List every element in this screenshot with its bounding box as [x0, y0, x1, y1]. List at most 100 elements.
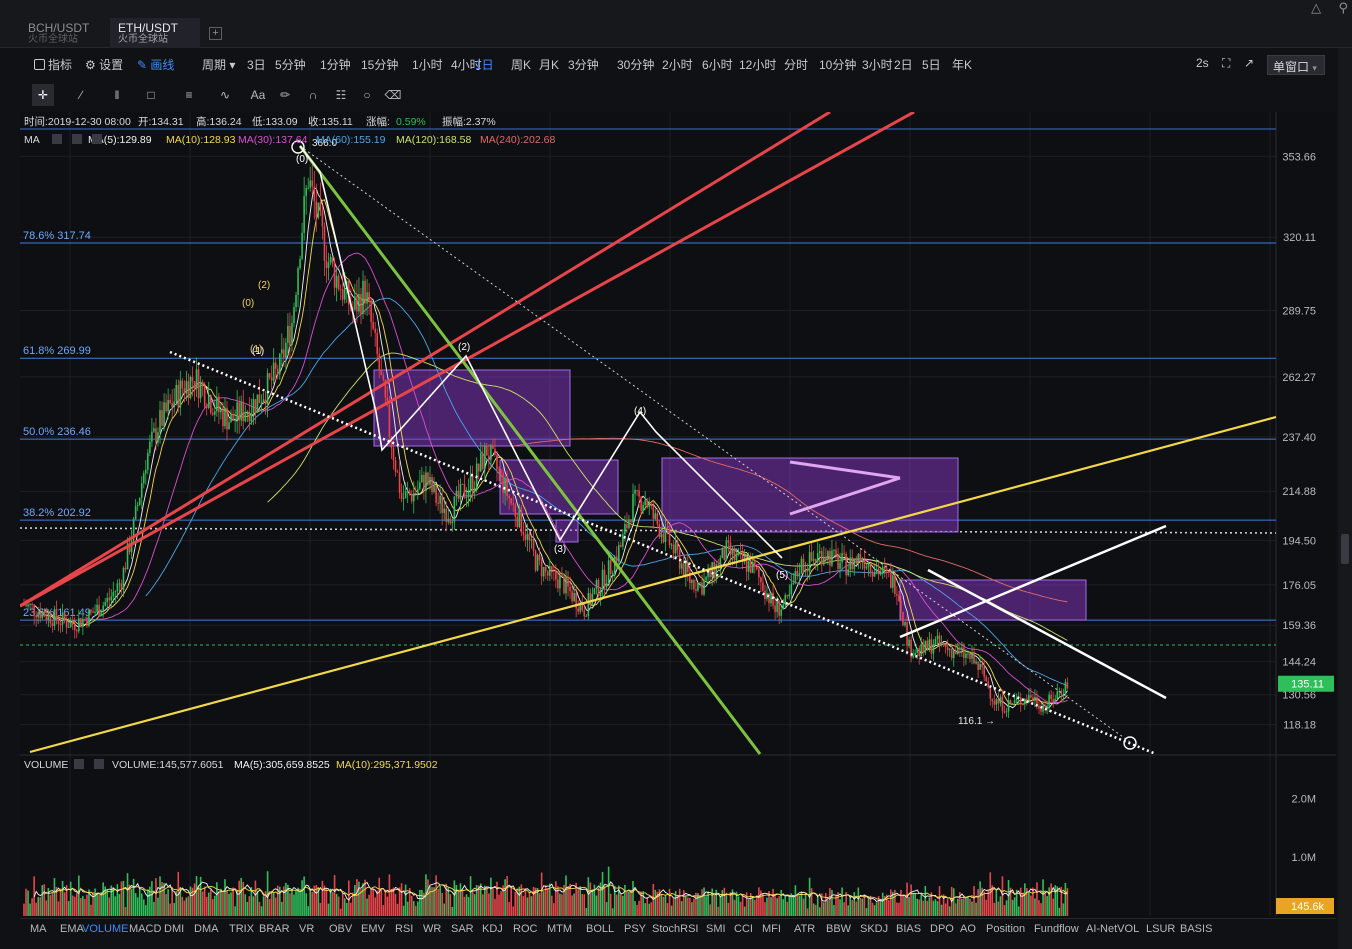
tab-eth-usdt[interactable]: ETH/USDT 火币全球站 — [110, 18, 200, 48]
candle-body — [551, 566, 553, 571]
indicator-button[interactable]: 指标 — [34, 56, 72, 73]
period-19[interactable]: 年K — [952, 58, 973, 72]
period-18[interactable]: 5日 — [922, 58, 941, 72]
period-12[interactable]: 6小时 — [702, 58, 733, 72]
candle-body — [622, 534, 624, 547]
indicator-ai-netvol[interactable]: AI-NetVOL — [1086, 923, 1140, 935]
candle-body — [366, 292, 368, 304]
period-0[interactable]: 3日 — [247, 58, 266, 72]
wave-icon[interactable]: ∿ — [219, 88, 231, 102]
indicator-lsur[interactable]: LSUR — [1146, 923, 1176, 935]
period-2[interactable]: 1分钟 — [320, 58, 351, 72]
parallel-channel-icon[interactable]: ‖ — [114, 88, 120, 102]
indicator-volume[interactable]: VOLUME — [82, 923, 129, 935]
tab-bch-usdt[interactable]: BCH/USDT 火币全球站 — [20, 18, 110, 48]
indicator-ma[interactable]: MA — [30, 923, 47, 935]
indicator-stochrsi[interactable]: StochRSI — [652, 923, 699, 935]
indicator-bias[interactable]: BIAS — [896, 923, 922, 935]
period-16[interactable]: 3小时 — [862, 58, 893, 72]
indicator-dma[interactable]: DMA — [194, 923, 219, 935]
candle-body — [118, 583, 121, 585]
period-6[interactable]: 1日 — [475, 58, 494, 72]
indicator-dpo[interactable]: DPO — [930, 923, 954, 935]
indicator-rsi[interactable]: RSI — [395, 923, 414, 935]
indicator-bbw[interactable]: BBW — [826, 923, 852, 935]
candle-body — [790, 583, 793, 595]
period-10[interactable]: 30分钟 — [617, 58, 655, 72]
trash-icon[interactable]: ⌫ — [384, 88, 402, 102]
indicator-mfi[interactable]: MFI — [762, 923, 781, 935]
volume-bar — [1050, 883, 1052, 916]
indicator-wr[interactable]: WR — [423, 923, 442, 935]
volume-bar — [475, 884, 478, 916]
volume-bar — [451, 906, 454, 916]
period-dropdown[interactable]: 周期 ▾ — [202, 56, 235, 73]
search-icon[interactable]: ⚲ — [1338, 0, 1348, 15]
volume-bar — [839, 899, 841, 916]
indicator-boll[interactable]: BOLL — [586, 923, 615, 935]
candle-body — [329, 256, 332, 263]
info-item: 开:134.31 — [138, 116, 184, 128]
settings-button[interactable]: ⚙ 设置 — [85, 56, 123, 73]
indicator-psy[interactable]: PSY — [624, 923, 647, 935]
indicator-kdj[interactable]: KDJ — [482, 923, 503, 935]
period-14[interactable]: 分时 — [784, 58, 809, 72]
indicator-atr[interactable]: ATR — [794, 923, 816, 935]
lock-icon[interactable]: ○ — [363, 88, 371, 102]
period-4[interactable]: 1小时 — [412, 58, 443, 72]
period-5[interactable]: 4小时 — [451, 58, 482, 72]
volume-bar — [313, 885, 316, 916]
indicator-trix[interactable]: TRIX — [229, 923, 255, 935]
indicator-cci[interactable]: CCI — [734, 923, 753, 935]
indicator-dmi[interactable]: DMI — [164, 923, 185, 935]
right-scrollbar[interactable] — [1338, 48, 1352, 949]
refresh-interval[interactable]: 2s — [1196, 56, 1209, 70]
period-15[interactable]: 10分钟 — [819, 58, 857, 72]
indicator-ao[interactable]: AO — [960, 923, 976, 935]
indicator-basis[interactable]: BASIS — [1180, 923, 1213, 935]
draw-button[interactable]: ✎ 画线 — [137, 56, 174, 73]
indicator-macd[interactable]: MACD — [129, 923, 162, 935]
fullscreen-icon[interactable]: ⛶ — [1222, 56, 1231, 70]
measure-icon[interactable]: ☷ — [335, 88, 347, 102]
indicator-roc[interactable]: ROC — [513, 923, 538, 935]
popout-icon[interactable]: ↗ — [1244, 56, 1255, 70]
indicator-emv[interactable]: EMV — [361, 923, 385, 935]
period-1[interactable]: 5分钟 — [275, 58, 306, 72]
period-13[interactable]: 12小时 — [739, 58, 777, 72]
crosshair-icon[interactable]: ✛ — [32, 84, 54, 106]
indicator-position[interactable]: Position — [986, 923, 1026, 935]
indicator-smi[interactable]: SMI — [706, 923, 726, 935]
add-tab-button[interactable]: + — [209, 27, 222, 40]
indicator-sar[interactable]: SAR — [451, 923, 474, 935]
indicator-fundflow[interactable]: Fundflow — [1034, 923, 1079, 935]
volume-bar — [658, 889, 661, 916]
volume-bar — [266, 871, 269, 916]
price-chart[interactable]: 78.6% 317.74 61.8% 269.99 50.0% 236.46 38.2… — [20, 112, 1336, 918]
candle-body — [378, 354, 381, 371]
indicator-mtm[interactable]: MTM — [547, 923, 573, 935]
magnet-icon[interactable]: ∩ — [308, 88, 318, 102]
period-9[interactable]: 3分钟 — [568, 58, 599, 72]
scroll-handle[interactable] — [1341, 534, 1349, 564]
bell-icon[interactable]: △ — [1311, 0, 1322, 15]
volume-bar — [134, 893, 137, 916]
trendline-icon[interactable]: ∕ — [79, 88, 82, 102]
period-11[interactable]: 2小时 — [662, 58, 693, 72]
indicator-ema[interactable]: EMA — [60, 923, 84, 935]
brush-icon[interactable]: ✏ — [279, 88, 291, 102]
indicator-skdj[interactable]: SKDJ — [860, 923, 889, 935]
text-tool-icon[interactable]: Aa — [250, 88, 266, 102]
window-mode-select[interactable]: 单窗口 ▾ — [1267, 55, 1325, 75]
volume-bar — [47, 887, 50, 916]
period-3[interactable]: 15分钟 — [361, 58, 399, 72]
period-8[interactable]: 月K — [539, 58, 560, 72]
indicator-obv[interactable]: OBV — [329, 923, 353, 935]
period-7[interactable]: 周K — [511, 58, 532, 72]
rectangle-icon[interactable]: □ — [147, 88, 155, 102]
candle-body — [764, 590, 766, 599]
period-17[interactable]: 2日 — [894, 58, 913, 72]
indicator-brar[interactable]: BRAR — [259, 923, 290, 935]
fib-retracement-icon[interactable]: ≡ — [185, 88, 193, 102]
indicator-vr[interactable]: VR — [299, 923, 315, 935]
